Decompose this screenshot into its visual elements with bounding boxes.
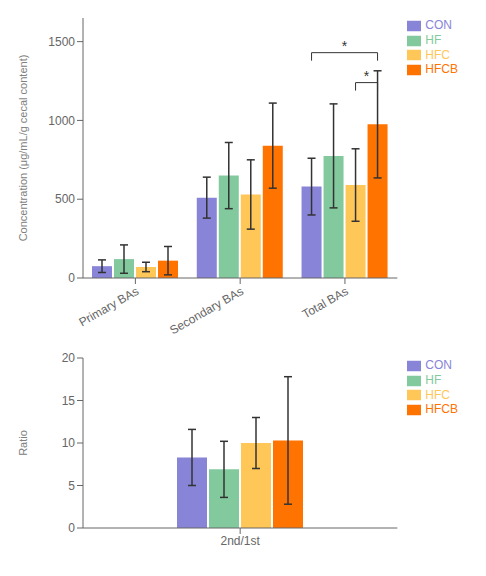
svg-text:Ratio: Ratio xyxy=(17,430,29,456)
html-text:HFC: HFC xyxy=(425,387,450,402)
svg-text:2nd/1st: 2nd/1st xyxy=(220,534,260,548)
svg-text:500: 500 xyxy=(55,192,75,206)
html-text:HFC: HFC xyxy=(425,47,450,62)
svg-text:10: 10 xyxy=(62,436,76,450)
html-text:HFCB: HFCB xyxy=(425,62,458,77)
svg-text:0: 0 xyxy=(68,521,75,535)
html-text:HF: HF xyxy=(425,372,442,387)
html-text:HF: HF xyxy=(425,32,442,47)
svg-text:5: 5 xyxy=(68,479,75,493)
svg-text:1500: 1500 xyxy=(48,35,75,49)
html-text:CON: CON xyxy=(425,18,452,32)
svg-text:20: 20 xyxy=(62,351,76,365)
svg-text:Total BAs: Total BAs xyxy=(300,284,351,321)
svg-text:Primary BAs: Primary BAs xyxy=(76,284,141,329)
svg-text:*: * xyxy=(342,38,348,54)
svg-text:15: 15 xyxy=(62,394,76,408)
svg-text:Secondary BAs: Secondary BAs xyxy=(167,284,246,337)
svg-text:*: * xyxy=(364,68,370,84)
svg-text:0: 0 xyxy=(68,271,75,285)
html-text:HFCB: HFCB xyxy=(425,402,458,417)
html-text:CON: CON xyxy=(425,358,452,372)
svg-text:1000: 1000 xyxy=(48,114,75,128)
svg-text:Concentration (μg/mL/g cecal c: Concentration (μg/mL/g cecal content) xyxy=(17,55,29,242)
